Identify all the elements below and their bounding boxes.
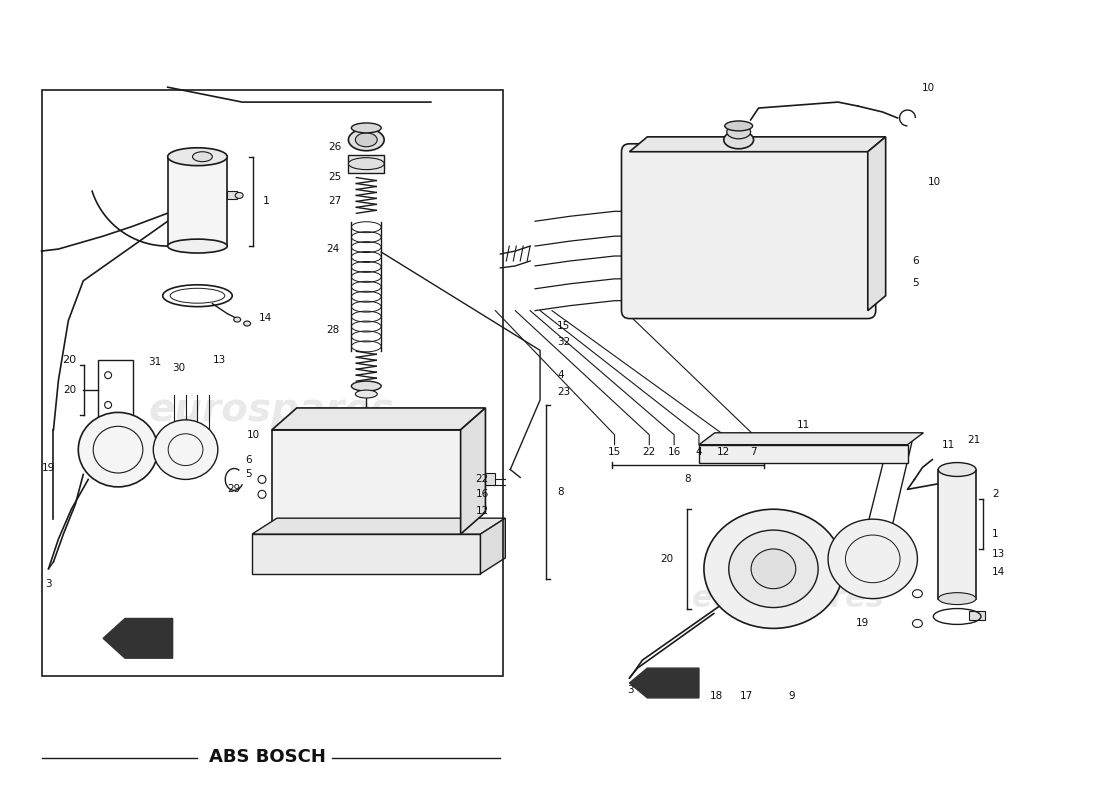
Text: 32: 32	[557, 338, 570, 347]
Text: 1: 1	[263, 196, 270, 206]
Polygon shape	[629, 668, 698, 698]
Text: 30: 30	[173, 363, 186, 374]
Ellipse shape	[724, 131, 754, 149]
Text: 20: 20	[63, 385, 76, 395]
Bar	[698, 445, 908, 462]
Text: 20: 20	[660, 554, 673, 564]
Text: 3: 3	[45, 578, 52, 589]
Text: 2: 2	[992, 490, 999, 499]
Text: 23: 23	[557, 387, 570, 397]
Polygon shape	[868, 137, 886, 310]
Bar	[42, 90, 504, 676]
Bar	[938, 470, 976, 598]
Text: 21: 21	[967, 434, 980, 445]
Text: 24: 24	[327, 244, 340, 254]
Text: 6: 6	[913, 256, 920, 266]
Text: 11: 11	[943, 440, 956, 450]
Text: 12: 12	[475, 506, 488, 516]
Text: 25: 25	[328, 171, 341, 182]
Ellipse shape	[704, 510, 843, 629]
Polygon shape	[272, 408, 485, 430]
Ellipse shape	[751, 549, 795, 589]
Text: 15: 15	[557, 321, 570, 330]
Text: 18: 18	[711, 691, 724, 701]
Text: 7: 7	[750, 446, 757, 457]
Polygon shape	[272, 430, 461, 534]
Ellipse shape	[355, 390, 377, 398]
Polygon shape	[481, 518, 505, 574]
Ellipse shape	[351, 381, 382, 391]
Polygon shape	[698, 433, 923, 445]
Text: 10: 10	[248, 430, 261, 440]
Ellipse shape	[78, 413, 157, 487]
Text: 17: 17	[740, 691, 754, 701]
Ellipse shape	[153, 420, 218, 479]
Ellipse shape	[167, 239, 228, 253]
Text: 10: 10	[927, 177, 940, 186]
Bar	[349, 154, 384, 173]
Text: 14: 14	[992, 566, 1005, 577]
Text: 4: 4	[695, 446, 702, 457]
Ellipse shape	[725, 121, 752, 131]
Text: 15: 15	[608, 446, 622, 457]
Text: 27: 27	[328, 196, 341, 206]
Ellipse shape	[349, 129, 384, 150]
Text: 28: 28	[327, 326, 340, 335]
Text: eurospares: eurospares	[692, 584, 884, 613]
Text: 13: 13	[992, 549, 1005, 559]
Text: 11: 11	[796, 420, 810, 430]
Text: 14: 14	[258, 313, 273, 322]
Bar	[465, 474, 475, 486]
Text: 8: 8	[557, 487, 563, 497]
Ellipse shape	[355, 133, 377, 146]
Text: 5: 5	[913, 278, 920, 288]
FancyBboxPatch shape	[621, 144, 876, 318]
Text: 20: 20	[63, 355, 76, 366]
Polygon shape	[103, 618, 173, 658]
Text: 6: 6	[245, 454, 252, 465]
Text: 16: 16	[475, 490, 488, 499]
Ellipse shape	[192, 152, 212, 162]
Bar	[228, 191, 238, 199]
Text: 26: 26	[328, 142, 341, 152]
Ellipse shape	[235, 193, 243, 198]
Text: 8: 8	[684, 474, 691, 485]
Ellipse shape	[938, 462, 976, 477]
Text: 9: 9	[789, 691, 795, 701]
Bar	[477, 474, 487, 486]
Ellipse shape	[349, 158, 384, 170]
Text: 13: 13	[212, 355, 226, 366]
Text: 19: 19	[856, 618, 869, 629]
Text: 29: 29	[228, 484, 241, 494]
Bar	[969, 610, 984, 621]
Polygon shape	[461, 408, 485, 534]
Ellipse shape	[233, 317, 241, 322]
Text: 22: 22	[475, 474, 488, 485]
Bar	[167, 157, 228, 246]
Text: 10: 10	[922, 83, 935, 93]
Ellipse shape	[727, 125, 750, 139]
Text: 22: 22	[642, 446, 656, 457]
Text: 5: 5	[245, 470, 252, 479]
Ellipse shape	[167, 148, 228, 166]
Ellipse shape	[243, 321, 251, 326]
Text: ABS BOSCH: ABS BOSCH	[209, 749, 326, 766]
Ellipse shape	[828, 519, 917, 598]
Polygon shape	[629, 137, 886, 152]
Ellipse shape	[728, 530, 818, 607]
Ellipse shape	[351, 123, 382, 133]
Polygon shape	[252, 534, 481, 574]
Text: 4: 4	[557, 370, 563, 380]
Polygon shape	[252, 518, 505, 534]
Text: 19: 19	[42, 462, 55, 473]
Text: eurospares: eurospares	[692, 246, 884, 275]
Bar	[485, 474, 495, 486]
Text: 31: 31	[147, 358, 161, 367]
Text: eurospares: eurospares	[150, 391, 395, 429]
Ellipse shape	[938, 593, 976, 605]
Text: 3: 3	[627, 685, 634, 695]
Text: 16: 16	[668, 446, 681, 457]
Text: 12: 12	[717, 446, 730, 457]
Text: 1: 1	[992, 529, 999, 539]
